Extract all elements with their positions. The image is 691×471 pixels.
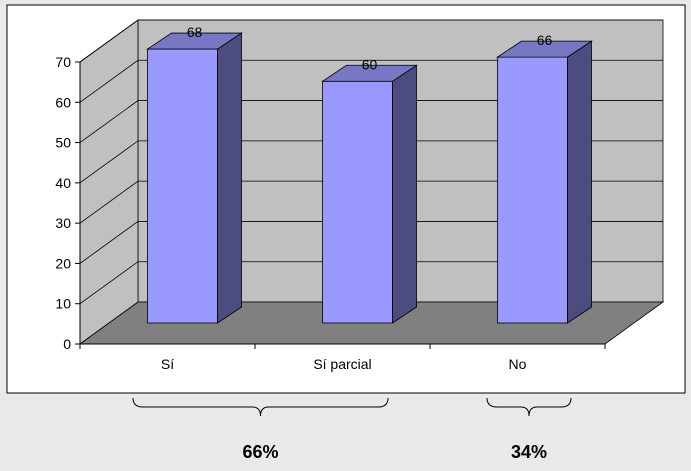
y-tick-label: 30: [55, 215, 71, 231]
bar-front: [322, 80, 393, 324]
y-tick-label: 50: [55, 135, 71, 151]
gridline: [79, 19, 663, 63]
bar: [321, 64, 418, 324]
bar-side: [567, 40, 592, 324]
data-label: 66: [537, 32, 553, 48]
data-label: 60: [362, 56, 378, 72]
plot-area: 0 10 20 30 40 50 60 70 68 Sí 60 Sí parcial 66 No: [55, 19, 665, 372]
gridline: [79, 140, 663, 184]
gridline: [79, 221, 663, 264]
y-tick-label: 20: [55, 255, 71, 271]
x-tick-label: Sí: [161, 356, 174, 372]
y-tick-label: 40: [55, 175, 71, 191]
gridline: [79, 100, 663, 143]
group-annotations: 66% 34%: [132, 397, 572, 462]
gridline: [79, 59, 663, 103]
bar-top: [496, 40, 593, 58]
bar-top: [146, 32, 243, 50]
bar-top: [321, 64, 418, 82]
x-tick-label: Sí parcial: [313, 356, 371, 372]
data-label: 68: [187, 24, 203, 40]
bar-front: [147, 48, 218, 324]
y-tick-label: 0: [63, 336, 71, 352]
gridline: [79, 180, 663, 224]
bar-side: [217, 32, 242, 324]
group-annotation-label: 34%: [511, 442, 547, 462]
y-tick-label: 60: [55, 94, 71, 110]
bar-side: [392, 64, 417, 324]
group-annotation-label: 66%: [242, 442, 278, 462]
side-wall: [79, 19, 139, 345]
bar: [496, 40, 593, 324]
brace: [132, 397, 389, 417]
gridline: [79, 261, 663, 305]
x-tick-label: No: [509, 356, 527, 372]
y-tick-label: 70: [55, 54, 71, 70]
y-tick-label: 10: [55, 296, 71, 312]
brace: [486, 397, 572, 417]
bar-front: [497, 56, 568, 324]
bar: [146, 32, 243, 324]
